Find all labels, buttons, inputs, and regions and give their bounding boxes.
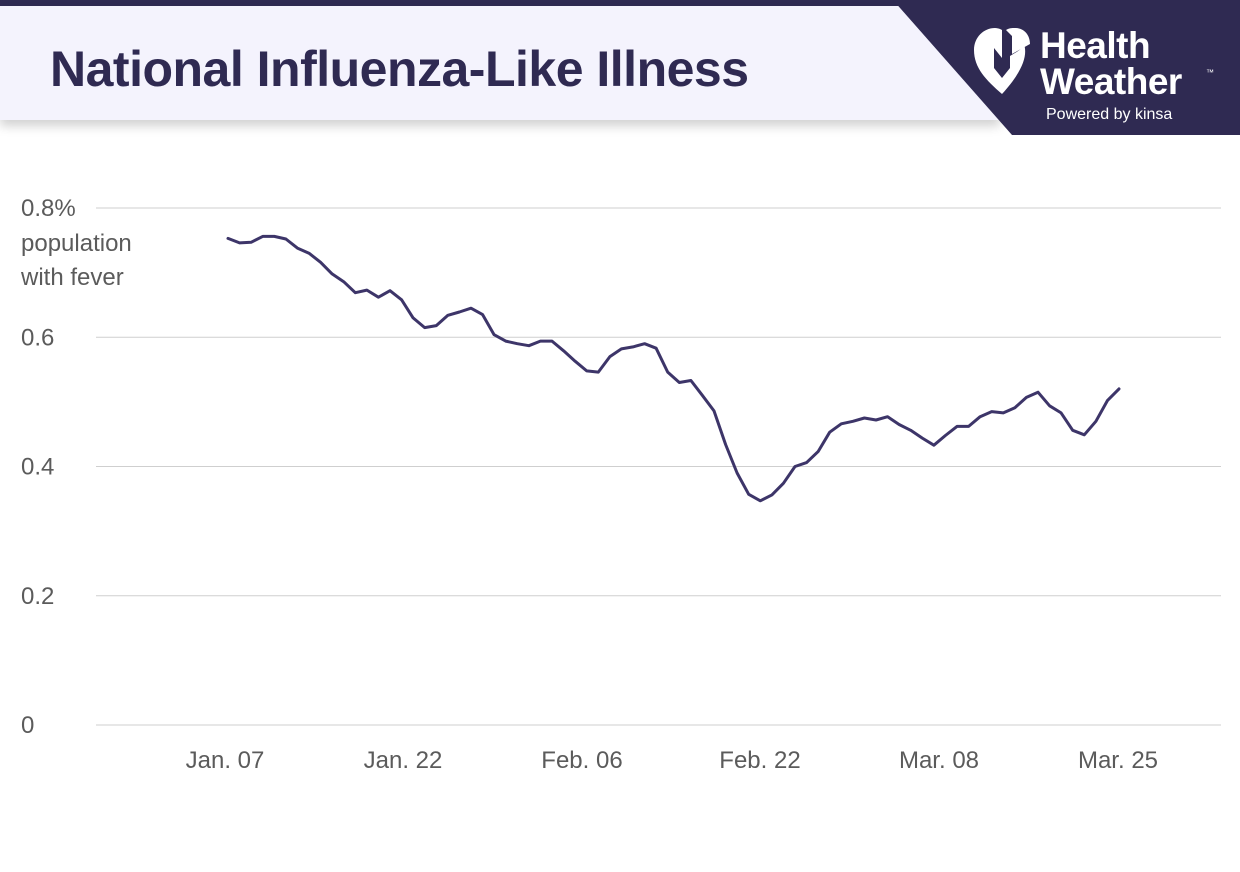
header-band: National Influenza-Like Illness	[0, 6, 1000, 120]
y-axis-label-line1: population	[21, 230, 132, 257]
y-tick-label: 0.2	[21, 583, 54, 610]
gridlines	[96, 207, 1221, 726]
x-tick-label: Jan. 07	[186, 747, 265, 774]
x-axis-tick-labels: Jan. 07 Jan. 22 Feb. 06 Feb. 22 Mar. 08 Mar. …	[186, 747, 1158, 774]
series-line	[226, 234, 1121, 503]
y-tick-label: 0	[21, 712, 34, 739]
x-tick-label: Mar. 25	[1078, 747, 1158, 774]
x-tick-label: Jan. 22	[364, 747, 443, 774]
x-tick-label: Feb. 22	[719, 747, 800, 774]
y-tick-label: 0.8%	[21, 195, 76, 222]
x-tick-label: Mar. 08	[899, 747, 979, 774]
y-axis-tick-labels: 0 0.2 0.4 0.6 0.8%	[21, 195, 76, 739]
top-accent-strip	[0, 0, 1240, 6]
page-title: National Influenza-Like Illness	[50, 41, 749, 97]
y-axis-label-line2: with fever	[20, 264, 124, 291]
y-tick-label: 0.4	[21, 454, 54, 481]
x-tick-label: Feb. 06	[541, 747, 622, 774]
y-tick-label: 0.6	[21, 324, 54, 351]
